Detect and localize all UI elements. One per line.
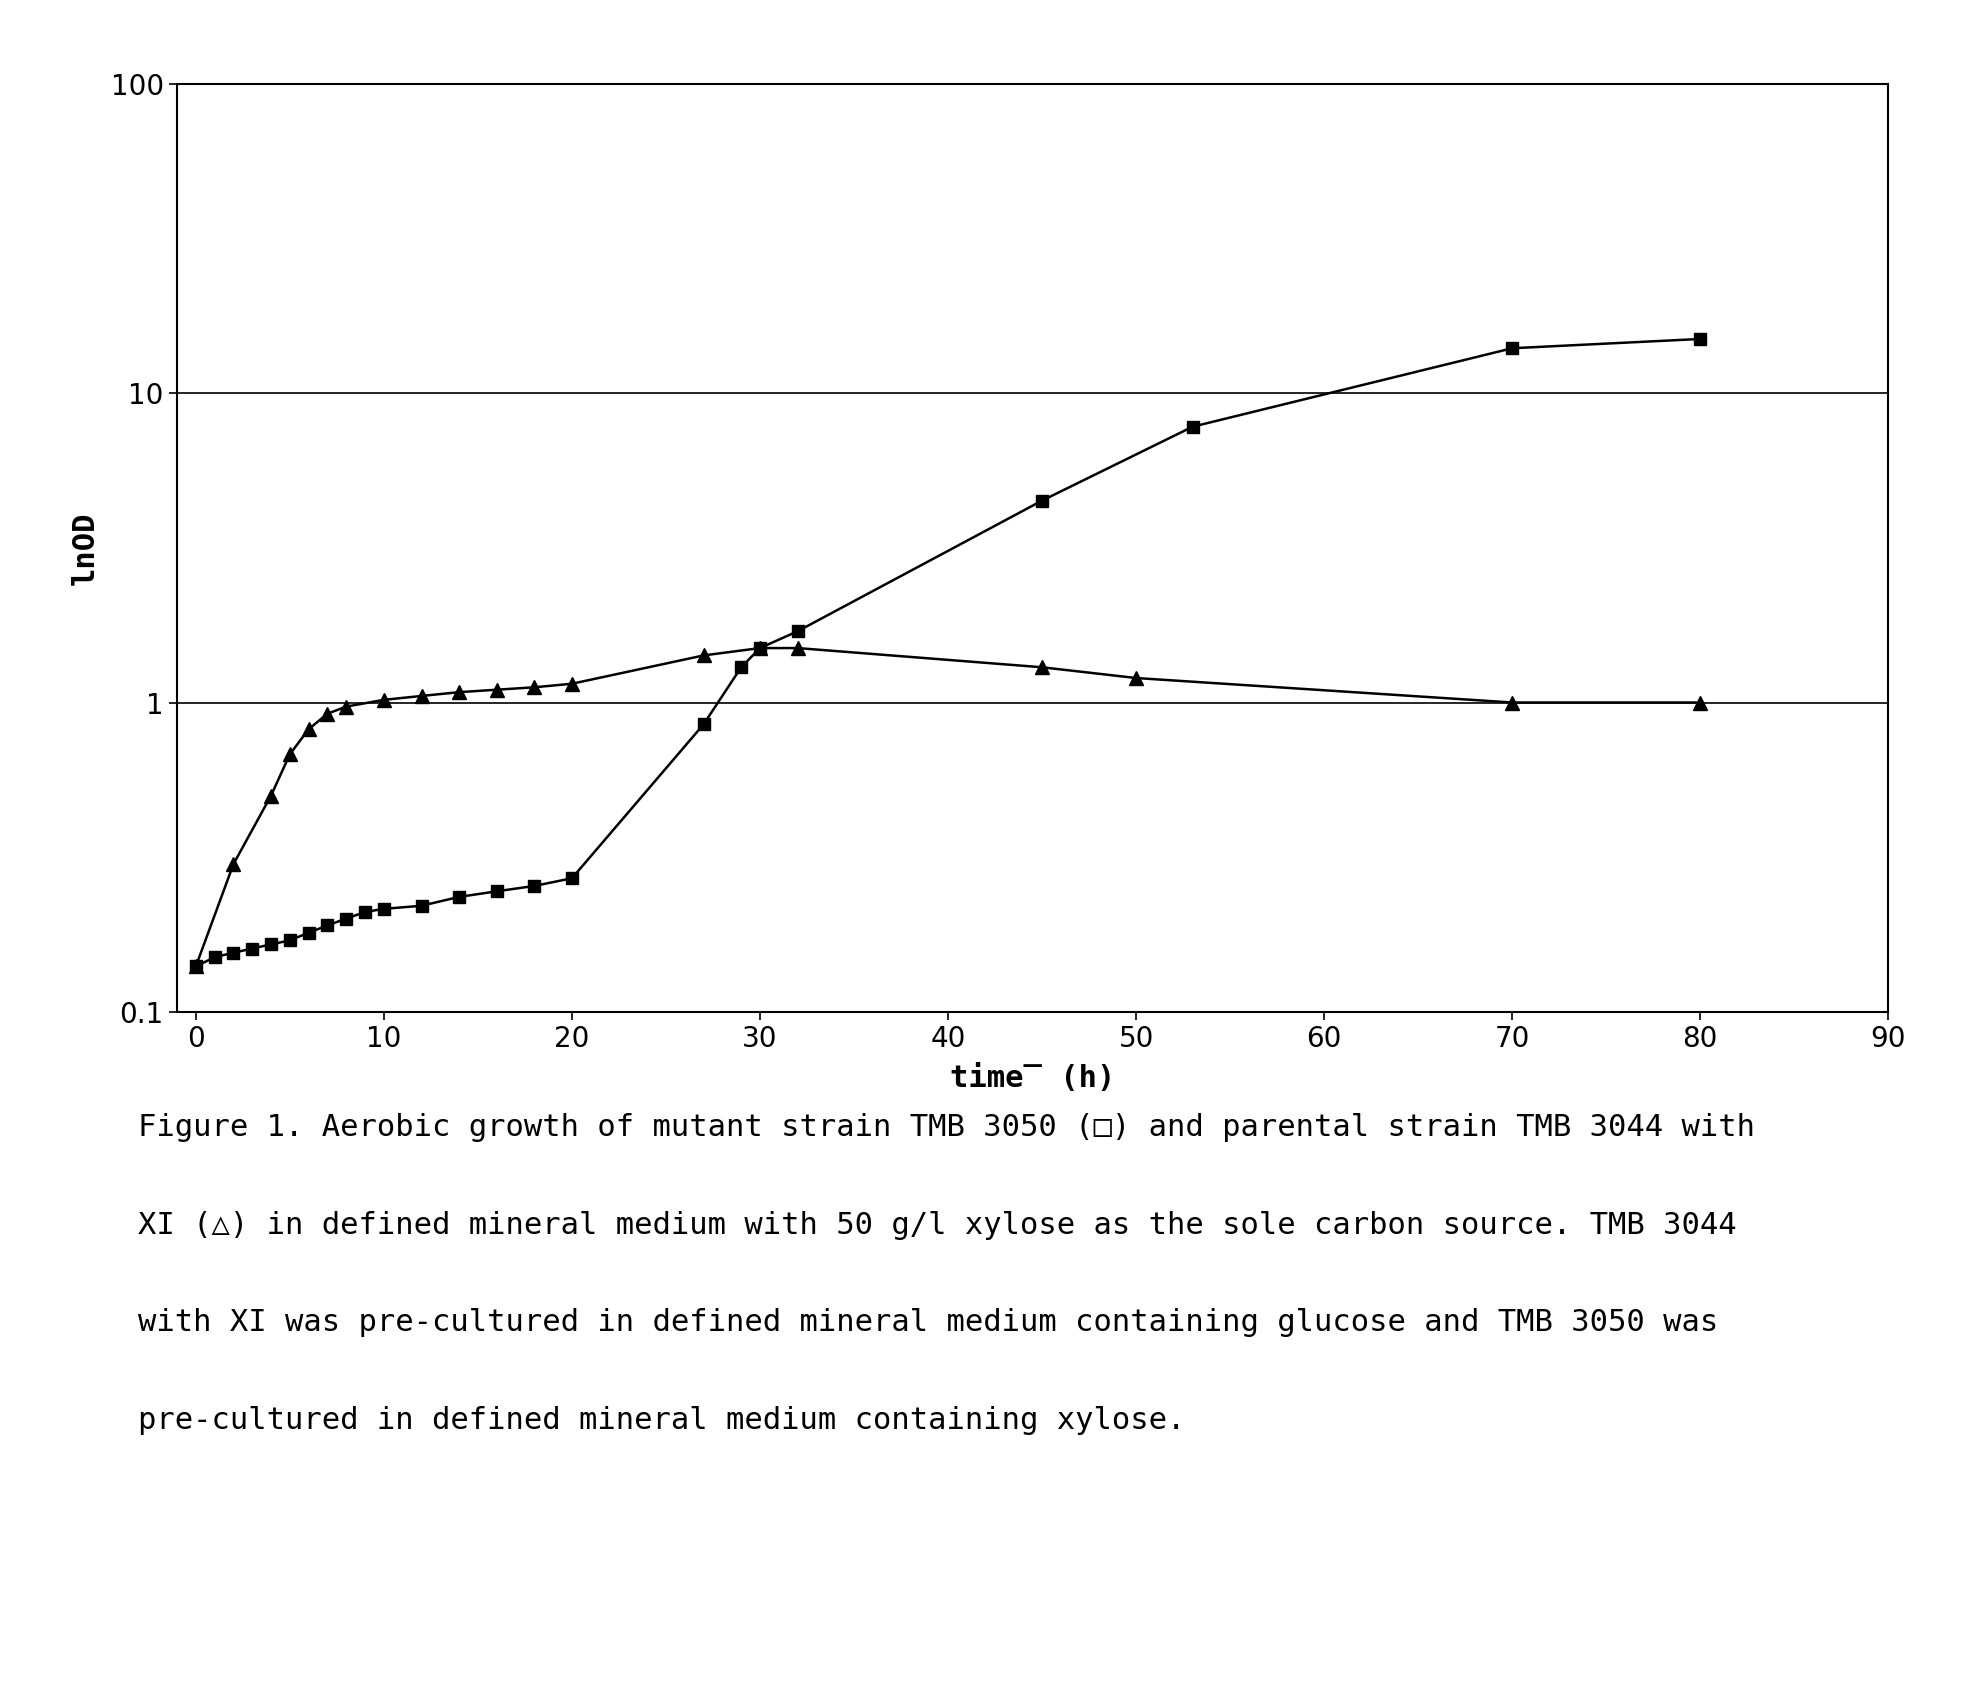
Text: Figure 1. Aerobic growth of mutant strain TMB 3050 (□) and parental strain TMB 3: Figure 1. Aerobic growth of mutant strai… bbox=[138, 1113, 1755, 1141]
Text: pre-cultured in defined mineral medium containing xylose.: pre-cultured in defined mineral medium c… bbox=[138, 1406, 1184, 1435]
Text: with XI was pre-cultured in defined mineral medium containing glucose and TMB 30: with XI was pre-cultured in defined mine… bbox=[138, 1308, 1717, 1337]
X-axis label: time̅ (h): time̅ (h) bbox=[950, 1064, 1115, 1093]
Y-axis label: lnOD: lnOD bbox=[71, 511, 100, 585]
Text: XI (△) in defined mineral medium with 50 g/l xylose as the sole carbon source. T: XI (△) in defined mineral medium with 50… bbox=[138, 1211, 1737, 1239]
